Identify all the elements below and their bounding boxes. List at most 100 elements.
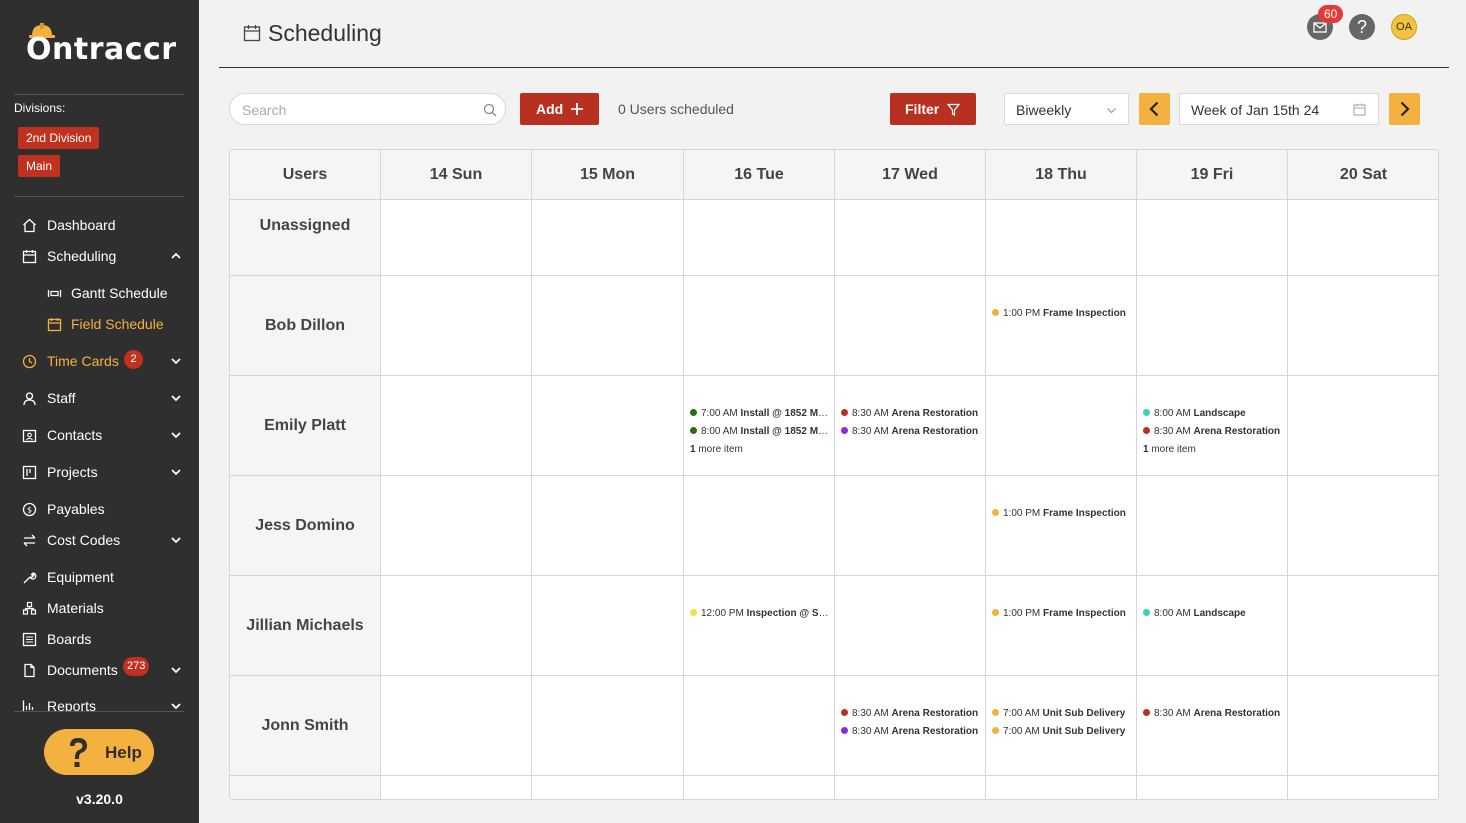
schedule-cell[interactable] [684, 676, 835, 776]
previous-week-button[interactable] [1139, 93, 1170, 125]
search-input[interactable] [242, 100, 472, 120]
more-items-link[interactable]: 1 more item [690, 443, 743, 457]
chevron-down-icon[interactable] [170, 466, 182, 478]
sidebar-item-gantt-schedule[interactable]: Gantt Schedule [0, 278, 199, 308]
sidebar-item-staff[interactable]: Staff [0, 383, 199, 413]
shift-event[interactable]: 7:00 AM Unit Sub Delivery [992, 725, 1132, 739]
schedule-cell[interactable]: 1:00 PM Frame Inspection [986, 576, 1137, 676]
shift-event[interactable]: 12:00 PM Inspection @ Site [690, 607, 830, 621]
schedule-cell[interactable] [835, 276, 986, 376]
schedule-cell[interactable]: 8:00 AM Landscape [1137, 576, 1288, 676]
filter-button[interactable]: Filter [890, 93, 976, 125]
schedule-cell[interactable] [1288, 576, 1438, 676]
user-row-label[interactable]: Bob Dillon [230, 276, 381, 376]
sidebar-item-materials[interactable]: Materials [0, 593, 199, 623]
sidebar-item-cost-codes[interactable]: Cost Codes [0, 525, 199, 555]
schedule-cell[interactable] [835, 476, 986, 576]
shift-event[interactable]: 8:30 AM Arena Restoration [841, 707, 981, 721]
sidebar-item-documents[interactable]: Documents 273 [0, 655, 199, 685]
schedule-cell[interactable]: 1:00 PM Frame Inspection [986, 276, 1137, 376]
schedule-cell[interactable] [1137, 200, 1288, 276]
schedule-cell[interactable] [1137, 276, 1288, 376]
schedule-cell[interactable] [1288, 376, 1438, 476]
user-row-label[interactable]: Jonn Smith [230, 676, 381, 776]
sidebar-item-scheduling[interactable]: Scheduling [0, 241, 199, 271]
shift-event[interactable]: 8:00 AM Install @ 1852 Main St [690, 425, 830, 439]
user-row-label[interactable]: Jess Domino [230, 476, 381, 576]
next-week-button[interactable] [1389, 93, 1420, 125]
sidebar-item-dashboard[interactable]: Dashboard [0, 210, 199, 240]
search-icon[interactable] [483, 103, 497, 117]
schedule-cell[interactable] [381, 576, 532, 676]
schedule-cell[interactable] [835, 200, 986, 276]
schedule-cell[interactable] [532, 776, 684, 799]
chevron-down-icon[interactable] [170, 534, 182, 546]
user-row-label[interactable] [230, 776, 381, 799]
schedule-cell[interactable] [684, 200, 835, 276]
schedule-cell[interactable] [684, 276, 835, 376]
schedule-cell[interactable]: 7:00 AM Unit Sub Delivery 7:00 AM Unit Su… [986, 676, 1137, 776]
division-badge-2nd[interactable]: 2nd Division [18, 127, 100, 149]
sidebar-item-reports[interactable]: Reports [0, 692, 199, 712]
schedule-cell[interactable] [532, 676, 684, 776]
schedule-cell[interactable] [1288, 276, 1438, 376]
schedule-cell[interactable]: 8:00 AM Landscape 8:30 AM Arena Restorati… [1137, 376, 1288, 476]
sidebar-item-time-cards[interactable]: Time Cards 2 [0, 346, 199, 376]
week-picker[interactable]: Week of Jan 15th 24 [1179, 93, 1379, 125]
chevron-up-icon[interactable] [170, 250, 182, 262]
schedule-cell[interactable]: 8:30 AM Arena Restoration [1137, 676, 1288, 776]
chevron-down-icon[interactable] [170, 700, 182, 712]
shift-event[interactable]: 8:00 AM Landscape [1143, 607, 1283, 621]
division-badge-main[interactable]: Main [18, 155, 61, 177]
period-select[interactable]: Biweekly [1004, 93, 1129, 125]
schedule-cell[interactable] [986, 200, 1137, 276]
shift-event[interactable]: 8:30 AM Arena Restoration [1143, 425, 1283, 439]
shift-event[interactable]: 8:30 AM Arena Restoration [841, 425, 981, 439]
schedule-cell[interactable]: 8:30 AM Arena Restoration 8:30 AM Arena R… [835, 376, 986, 476]
schedule-cell[interactable] [1288, 776, 1438, 799]
shift-event[interactable]: 1:00 PM Frame Inspection [992, 307, 1132, 321]
schedule-cell[interactable] [684, 776, 835, 799]
schedule-cell[interactable] [835, 776, 986, 799]
chevron-down-icon[interactable] [170, 392, 182, 404]
avatar[interactable]: OA [1391, 14, 1417, 40]
shift-event[interactable]: 1:00 PM Frame Inspection [992, 507, 1132, 521]
schedule-cell[interactable] [381, 776, 532, 799]
schedule-cell[interactable] [1137, 776, 1288, 799]
help-icon[interactable]: ? [1349, 14, 1375, 40]
schedule-cell[interactable] [835, 576, 986, 676]
schedule-cell[interactable] [986, 776, 1137, 799]
chevron-down-icon[interactable] [170, 664, 182, 676]
schedule-cell[interactable] [532, 200, 684, 276]
shift-event[interactable]: 8:30 AM Arena Restoration [841, 407, 981, 421]
shift-event[interactable]: 1:00 PM Frame Inspection [992, 607, 1132, 621]
sidebar-item-field-schedule[interactable]: Field Schedule [0, 309, 199, 339]
chevron-down-icon[interactable] [170, 355, 182, 367]
chevron-down-icon[interactable] [170, 429, 182, 441]
more-items-link[interactable]: 1 more item [1143, 443, 1196, 457]
shift-event[interactable]: 8:30 AM Arena Restoration [1143, 707, 1283, 721]
schedule-cell[interactable] [381, 476, 532, 576]
schedule-cell[interactable] [381, 376, 532, 476]
help-button[interactable]: Help [44, 729, 154, 775]
schedule-cell[interactable] [532, 276, 684, 376]
ontraccr-logo[interactable]: Ontraccr [26, 22, 181, 67]
user-row-label[interactable]: Emily Platt [230, 376, 381, 476]
schedule-cell[interactable] [1288, 200, 1438, 276]
user-row-label[interactable]: Jillian Michaels [230, 576, 381, 676]
schedule-cell[interactable] [381, 676, 532, 776]
schedule-cell[interactable]: 12:00 PM Inspection @ Site [684, 576, 835, 676]
sidebar-item-projects[interactable]: Projects [0, 457, 199, 487]
schedule-cell[interactable]: 7:00 AM Install @ 1852 Main St8:00 AM In… [684, 376, 835, 476]
shift-event[interactable]: 7:00 AM Unit Sub Delivery [992, 707, 1132, 721]
user-row-label[interactable]: Unassigned [230, 200, 381, 276]
schedule-cell[interactable] [532, 476, 684, 576]
sidebar-item-equipment[interactable]: Equipment [0, 562, 199, 592]
schedule-cell[interactable] [381, 276, 532, 376]
sidebar-item-boards[interactable]: Boards [0, 624, 199, 654]
schedule-cell[interactable] [532, 576, 684, 676]
schedule-cell[interactable] [381, 200, 532, 276]
sidebar-item-payables[interactable]: $ Payables [0, 494, 199, 524]
shift-event[interactable]: 8:30 AM Arena Restoration [841, 725, 981, 739]
schedule-cell[interactable] [684, 476, 835, 576]
